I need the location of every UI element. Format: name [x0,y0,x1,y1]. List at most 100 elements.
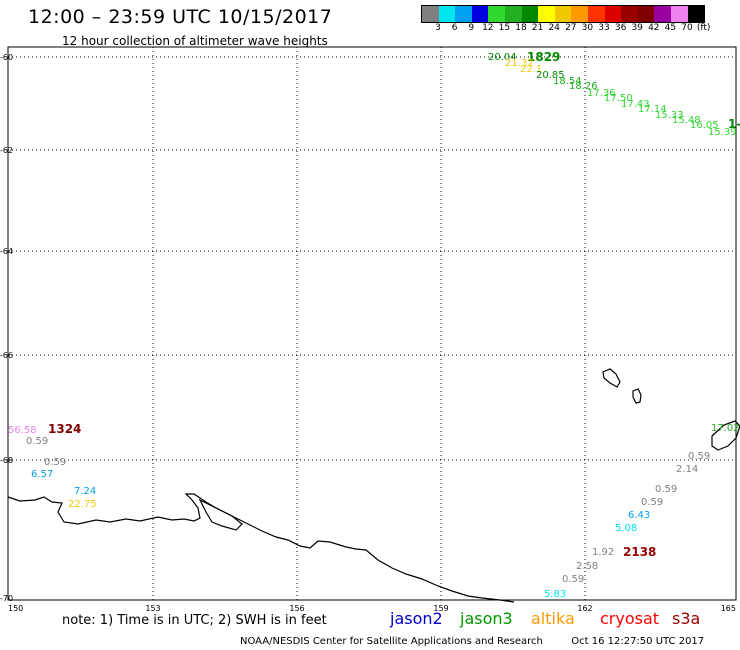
lon-label: 162 [577,604,592,613]
scale-swatch [604,6,622,22]
wave-height-label: 0.59 [44,457,66,468]
credit-line: NOAA/NESDIS Center for Satellite Applica… [240,636,704,647]
map-subtitle: 12 hour collection of altimeter wave hei… [62,34,328,48]
wave-height-label: 18.54 [553,76,582,87]
scale-swatch [422,6,439,22]
scale-swatch [554,6,572,22]
wave-height-label: 56.58 [8,425,37,436]
legend-jason2: jason2 [390,609,443,628]
pass-time-label: 1324 [48,422,81,436]
lat-label: -70 [0,594,13,603]
coastline-inlet [198,498,243,531]
wave-height-label: 21.32 [505,58,534,69]
scale-tick-label: 3 [435,23,441,33]
legend-altika: altika [531,609,575,628]
latitude-labels: -60 -62 -64 -66 -68 -70 [0,53,13,603]
scale-tick-label: 30 [581,23,594,33]
scale-tick-label: 6 [451,23,458,33]
wave-height-label: 15.39 [708,127,737,138]
wave-height-label: 16.05 [690,120,719,131]
wave-height-label: 22.1 [520,64,542,75]
frame-rect [7,46,737,601]
scale-swatch [637,6,655,22]
wave-height-label: 15.48 [672,115,701,126]
wave-height-label: 5.08 [615,523,637,534]
lon-label: 150 [8,604,23,613]
wave-height-label: 6.43 [628,510,650,521]
wave-height-label: 2.58 [576,561,598,572]
scale-tick-label: 70 [681,23,693,33]
observation-labels: 20.04 182921.3222.120.8518.5418.2617.3617… [8,50,740,600]
scale-swatch [438,6,456,22]
wave-height-label: 17.14 [638,104,667,115]
wave-height-label: 22.75 [68,499,97,510]
graticule [8,47,736,600]
wave-height-label: 20.04 [488,52,517,63]
scale-swatch [654,6,671,22]
scale-tick-label: 18 [515,23,527,33]
scale-tick-label: 15 [498,23,511,33]
scale-tick-label: 33 [598,23,610,33]
scale-swatch [471,6,489,22]
scale-tick-label: 36 [614,23,627,33]
credit-text: NOAA/NESDIS Center for Satellite Applica… [240,636,543,647]
scale-swatch [670,6,688,22]
scale-swatch [571,6,588,22]
coastline-path [7,493,515,603]
scale-tick-label: 24 [548,23,560,33]
scale-tick-label: 9 [468,23,475,33]
antarctic-coastline [7,368,740,603]
wave-height-label: 17.43 [621,99,650,110]
scale-swatch [455,6,472,22]
scale-tick-label: 21 [531,23,544,33]
scale-tick-label: 27 [565,23,577,33]
scale-tick-label: 42 [648,23,660,33]
lat-label: -60 [0,53,13,62]
scale-swatch [687,6,705,22]
scale-tick-label: 12 [482,23,494,33]
pass-time-label: 1- [728,117,740,131]
scale-swatch [504,6,522,22]
scale-tick-label: (ft) [696,23,711,33]
scale-tick-label: 45 [664,23,677,33]
scale-swatch [538,6,555,22]
island-a [602,368,621,388]
lat-label: -68 [0,456,13,465]
pass-time-label: 2138 [623,545,656,559]
wave-height-label: 20.85 [536,70,565,81]
lon-label: 165 [721,604,736,613]
map-frame [7,46,737,601]
wave-height-label: 0.59 [641,497,663,508]
lat-label: -66 [0,351,13,360]
island-b [632,388,642,404]
lat-label: -62 [0,146,13,155]
wave-height-label: 7.24 [74,486,96,497]
lon-label: 153 [145,604,160,613]
wave-height-label: 6.57 [31,469,53,480]
scale-tick-label: 39 [631,23,643,33]
wave-height-label: 17.02 [711,423,740,434]
footer-note: note: 1) Time is in UTC; 2) SWH is in fe… [62,613,327,628]
wave-height-label: 18.26 [569,81,598,92]
scale-swatch [621,6,638,22]
map-title: 12:00 – 23:59 UTC 10/15/2017 [28,6,333,28]
wave-height-color-scale [421,5,706,23]
wave-height-label: 17.50 [604,93,633,104]
wave-height-label: 17.36 [587,88,616,99]
pass-time-label: 1829 [527,50,560,64]
wave-height-label: 5.83 [544,589,566,600]
legend-s3a: s3a [672,609,701,628]
wave-height-label: 0.59 [26,436,48,447]
longitude-labels: 150 153 156 159 162 165 [8,604,736,613]
lon-label: 159 [433,604,448,613]
legend-jason3: jason3 [460,609,513,628]
wave-height-label: 15.33 [655,110,684,121]
legend-cryosat: cryosat [600,609,660,628]
timestamp: Oct 16 12:27:50 UTC 2017 [571,636,705,647]
scale-swatch [587,6,605,22]
wave-height-label: 0.59 [562,574,584,585]
island-c [711,420,740,451]
lat-label: -64 [0,247,13,256]
wave-height-label: 2.14 [676,464,698,475]
